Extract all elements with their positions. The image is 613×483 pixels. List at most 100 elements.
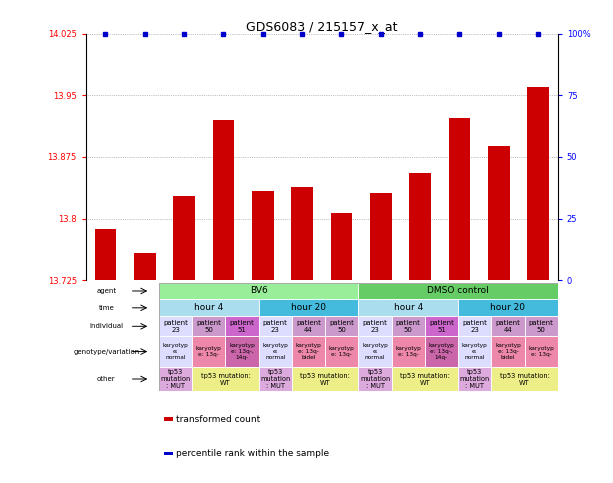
Text: transformed count: transformed count [177, 414, 261, 424]
Bar [192, 316, 226, 336]
Text: karyotyp
e:
normal: karyotyp e: normal [162, 343, 189, 360]
Bar [226, 336, 259, 367]
Bar [159, 316, 192, 336]
Text: karyotyp
e: 13q-: karyotyp e: 13q- [528, 346, 554, 357]
Text: patient
50: patient 50 [396, 320, 421, 333]
Bar [409, 172, 431, 280]
Text: tp53 mutation:
WT: tp53 mutation: WT [400, 372, 450, 385]
Bar [370, 193, 392, 280]
Bar [86, 336, 159, 367]
Text: patient
23: patient 23 [462, 320, 487, 333]
Text: BV6: BV6 [250, 286, 267, 296]
Bar [86, 283, 159, 299]
Bar [292, 336, 325, 367]
Bar [173, 196, 195, 280]
Bar [259, 316, 292, 336]
Text: karyotyp
e: 13q-,
14q-: karyotyp e: 13q-, 14q- [428, 343, 454, 360]
Bar [488, 146, 509, 280]
Text: agent: agent [96, 288, 116, 294]
Bar [525, 336, 558, 367]
Bar [159, 283, 359, 299]
Bar [449, 118, 470, 280]
Bar [359, 283, 558, 299]
Bar [86, 367, 159, 391]
Bar [359, 316, 392, 336]
Bar [425, 316, 458, 336]
Bar [425, 336, 458, 367]
Text: patient
50: patient 50 [529, 320, 554, 333]
Bar [325, 316, 359, 336]
Text: other: other [97, 376, 116, 382]
Text: percentile rank within the sample: percentile rank within the sample [177, 449, 330, 458]
Text: patient
50: patient 50 [329, 320, 354, 333]
Text: tp53
mutation
: MUT: tp53 mutation : MUT [260, 369, 291, 389]
Bar [392, 316, 425, 336]
Bar [291, 187, 313, 280]
Bar [86, 316, 159, 336]
Bar [226, 316, 259, 336]
Text: karyotyp
e:
normal: karyotyp e: normal [462, 343, 488, 360]
Bar [259, 367, 292, 391]
Bar [292, 316, 325, 336]
Text: patient
44: patient 44 [296, 320, 321, 333]
Text: tp53 mutation:
WT: tp53 mutation: WT [200, 372, 250, 385]
Bar [325, 336, 359, 367]
Bar [259, 299, 359, 316]
Text: individual: individual [89, 323, 123, 329]
Text: karyotyp
e:
normal: karyotyp e: normal [262, 343, 288, 360]
Bar [492, 367, 558, 391]
Text: karyotyp
e: 13q-: karyotyp e: 13q- [196, 346, 222, 357]
Bar [359, 299, 458, 316]
Bar [192, 336, 226, 367]
Text: patient
51: patient 51 [230, 320, 254, 333]
Text: tp53
mutation
: MUT: tp53 mutation : MUT [161, 369, 191, 389]
Bar [292, 367, 359, 391]
Bar [330, 213, 352, 280]
Bar [359, 336, 392, 367]
Text: DMSO control: DMSO control [427, 286, 489, 296]
Text: tp53 mutation:
WT: tp53 mutation: WT [300, 372, 350, 385]
Text: patient
50: patient 50 [196, 320, 221, 333]
Bar [458, 316, 492, 336]
Bar [259, 336, 292, 367]
Bar [458, 299, 558, 316]
Bar [192, 367, 259, 391]
Text: genotype/variation: genotype/variation [73, 349, 139, 355]
Bar [134, 253, 156, 280]
Bar [213, 120, 234, 280]
Title: GDS6083 / 215157_x_at: GDS6083 / 215157_x_at [246, 20, 398, 33]
Text: patient
23: patient 23 [163, 320, 188, 333]
Text: hour 4: hour 4 [394, 303, 423, 313]
Text: hour 20: hour 20 [490, 303, 525, 313]
Bar [492, 316, 525, 336]
Bar [159, 283, 558, 391]
Bar [159, 336, 192, 367]
Bar [252, 191, 273, 280]
Text: patient
44: patient 44 [495, 320, 520, 333]
Text: time: time [99, 305, 114, 311]
Bar [527, 87, 549, 280]
Text: tp53 mutation:
WT: tp53 mutation: WT [500, 372, 549, 385]
Bar [159, 367, 192, 391]
Bar [458, 367, 492, 391]
Bar [159, 299, 259, 316]
Text: patient
23: patient 23 [263, 320, 287, 333]
Text: hour 20: hour 20 [291, 303, 326, 313]
Text: hour 4: hour 4 [194, 303, 224, 313]
Bar [525, 316, 558, 336]
Text: karyotyp
e:
normal: karyotyp e: normal [362, 343, 388, 360]
Text: tp53
mutation
: MUT: tp53 mutation : MUT [360, 369, 390, 389]
Bar [392, 367, 458, 391]
Text: tp53
mutation
: MUT: tp53 mutation : MUT [460, 369, 490, 389]
Bar [86, 299, 159, 316]
Text: patient
51: patient 51 [429, 320, 454, 333]
Text: patient
23: patient 23 [362, 320, 387, 333]
Bar [392, 336, 425, 367]
Bar [94, 229, 116, 280]
Bar [164, 417, 173, 421]
Text: karyotyp
e: 13q-,
14q-: karyotyp e: 13q-, 14q- [229, 343, 255, 360]
Bar [164, 452, 173, 455]
Bar [458, 336, 492, 367]
Bar [359, 367, 392, 391]
Bar [492, 336, 525, 367]
